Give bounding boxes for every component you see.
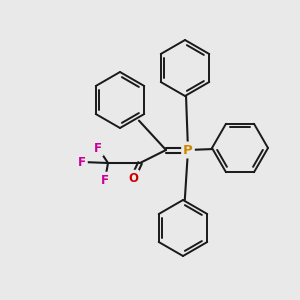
Text: P: P [183,143,193,157]
Text: F: F [101,173,109,187]
Text: F: F [94,142,102,154]
Text: F: F [78,155,86,169]
Text: O: O [128,172,138,184]
